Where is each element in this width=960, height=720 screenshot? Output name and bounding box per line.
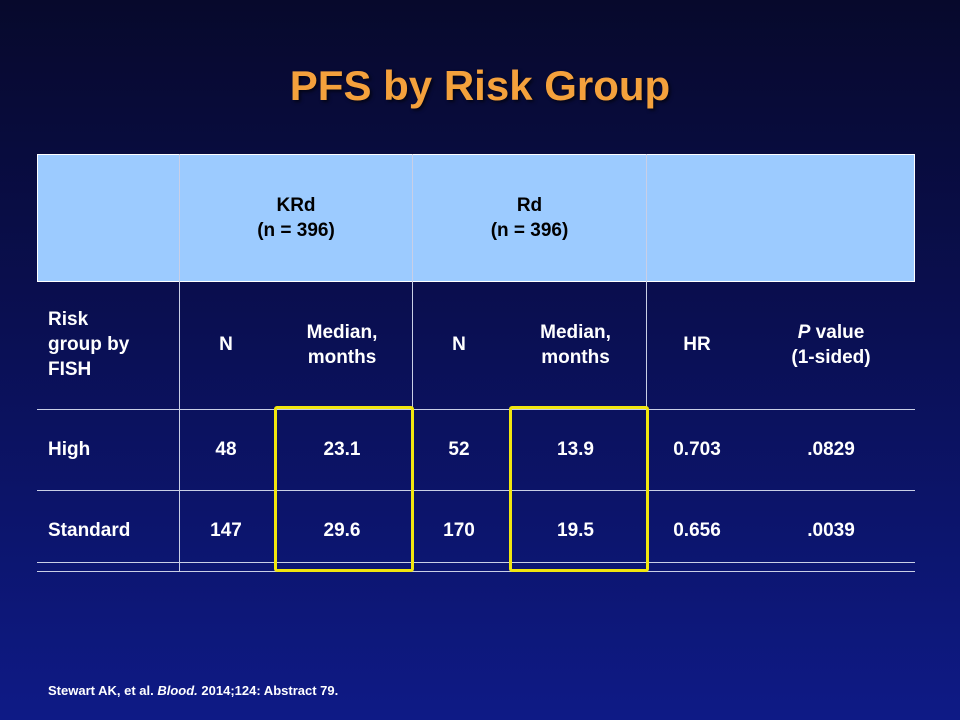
citation-details: 2014;124: Abstract 79. bbox=[201, 683, 339, 698]
krd-group-header: KRd (n = 396) bbox=[180, 192, 412, 246]
rd-group-header: Rd (n = 396) bbox=[413, 192, 646, 246]
table-cell: 0.703 bbox=[673, 438, 721, 460]
column-header-rd-median: Median, months bbox=[540, 321, 611, 368]
column-divider bbox=[412, 154, 413, 572]
row-divider bbox=[37, 409, 915, 410]
column-header-rd-n: N bbox=[452, 334, 466, 356]
row-divider bbox=[37, 490, 915, 491]
column-divider bbox=[179, 154, 180, 572]
risk-group-high: High bbox=[48, 438, 91, 460]
table-cell: 147 bbox=[210, 519, 242, 541]
slide-title: PFS by Risk Group bbox=[289, 62, 671, 109]
krd-median-highlight-box bbox=[274, 406, 414, 572]
rd-group-n: (n = 396) bbox=[490, 220, 569, 241]
risk-group-standard: Standard bbox=[48, 519, 131, 541]
column-header-p-value: P value (1-sided) bbox=[747, 282, 915, 409]
table-cell: 29.6 bbox=[323, 519, 361, 541]
column-header-hr: HR bbox=[683, 334, 711, 356]
table-cell: 52 bbox=[448, 438, 470, 460]
rd-group-name: Rd bbox=[516, 195, 543, 217]
citation: Stewart AK, et al. Blood. 2014;124: Abst… bbox=[48, 683, 338, 698]
p-value-sided: (1-sided) bbox=[791, 346, 871, 368]
table-bottom-line bbox=[37, 571, 915, 572]
row-divider bbox=[37, 562, 915, 563]
krd-group-name: KRd bbox=[276, 195, 316, 217]
table-cell: 0.656 bbox=[673, 519, 721, 541]
p-value-label: value bbox=[810, 321, 865, 343]
krd-group-n: (n = 396) bbox=[257, 220, 335, 241]
table-cell: 19.5 bbox=[557, 519, 594, 541]
pfs-table: KRd (n = 396) Rd (n = 396) Risk group by… bbox=[37, 154, 915, 572]
table-cell: 13.9 bbox=[557, 438, 594, 460]
column-divider bbox=[646, 154, 647, 572]
citation-authors: Stewart AK, et al. bbox=[48, 683, 154, 698]
table-header-band bbox=[37, 154, 915, 282]
table-cell: .0829 bbox=[807, 438, 855, 460]
table-cell: 170 bbox=[443, 519, 475, 541]
table-cell: .0039 bbox=[807, 519, 855, 541]
table-cell: 23.1 bbox=[323, 438, 361, 460]
table-cell: 48 bbox=[215, 438, 237, 460]
column-header-krd-n: N bbox=[219, 334, 233, 356]
rd-median-highlight-box bbox=[509, 406, 649, 572]
p-value-italic-p: P bbox=[797, 321, 811, 343]
citation-journal: Blood. bbox=[157, 683, 198, 698]
column-header-risk-group: Risk group by FISH bbox=[48, 309, 130, 380]
column-header-krd-median: Median, months bbox=[306, 321, 378, 368]
